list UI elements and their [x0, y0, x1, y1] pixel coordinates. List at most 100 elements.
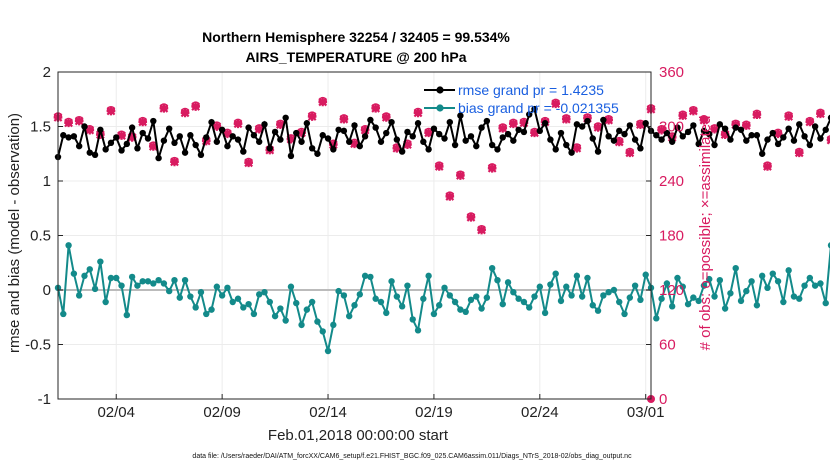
bias-point — [552, 270, 559, 277]
x-tick-label: 03/01 — [627, 404, 665, 421]
rmse-point — [732, 124, 739, 131]
legend-rmse-label: rmse grand pr = 1.4235 — [458, 82, 604, 98]
rmse-point — [674, 124, 681, 131]
bias-point — [361, 272, 369, 280]
legend-bias-label: bias grand pr = -0.021355 — [458, 100, 619, 116]
obs_possible-point — [339, 114, 349, 123]
rmse-point — [150, 117, 157, 125]
bias-point — [398, 303, 406, 310]
bias-point — [213, 283, 221, 290]
obs_assimilated-point — [318, 97, 328, 107]
rmse-point — [361, 133, 369, 140]
bias-point — [234, 295, 242, 302]
bias-point — [383, 309, 390, 317]
bias-point — [679, 283, 686, 290]
rmse-point — [287, 152, 295, 160]
bias-point — [218, 292, 226, 299]
obs_assimilated-point — [498, 123, 508, 133]
legend: rmse grand pr = 1.4235 bias grand pr = -… — [424, 82, 619, 116]
obs_assimilated-point — [159, 103, 169, 113]
rmse-point — [451, 141, 459, 149]
obs_possible-point — [763, 161, 772, 170]
bias-point — [144, 278, 152, 285]
bias-point — [255, 291, 263, 298]
obs_possible-point — [159, 103, 169, 112]
rmse-point — [123, 140, 131, 148]
bias-point — [600, 292, 607, 299]
right-y-tick-label: 360 — [659, 64, 684, 81]
bias-point — [287, 283, 295, 290]
rmse-point — [277, 136, 284, 143]
bias-point — [97, 258, 104, 265]
obs_assimilated-point — [403, 140, 412, 150]
rmse-point — [457, 112, 464, 119]
rmse-point — [81, 123, 88, 130]
obs_assimilated-point — [657, 125, 666, 135]
bias-point — [526, 304, 533, 311]
rmse-point — [700, 127, 708, 135]
obs_assimilated-point — [170, 157, 179, 167]
rmse-point — [319, 132, 326, 139]
rmse-point — [605, 133, 612, 140]
bias-point — [65, 242, 72, 249]
bias-point — [700, 282, 708, 289]
rmse-point — [557, 129, 565, 137]
rmse-point — [526, 111, 533, 118]
obs_assimilated-point — [678, 111, 688, 120]
bias-point — [626, 294, 634, 301]
bias-point — [721, 305, 729, 312]
obs_possible-point — [784, 111, 793, 120]
obs_assimilated-point — [350, 139, 359, 149]
bias-point — [245, 300, 252, 308]
bias-point — [706, 275, 713, 283]
obs_possible-point — [816, 108, 825, 118]
rmse-point — [780, 134, 787, 141]
rmse-point — [721, 125, 729, 132]
bias-point — [621, 310, 628, 318]
bias-point — [181, 276, 189, 284]
obs_possible-point — [307, 111, 317, 120]
obs_assimilated-point — [614, 137, 624, 147]
y-tick-label: 1.5 — [30, 119, 51, 136]
rmse-point — [774, 140, 782, 148]
rmse-point — [531, 105, 538, 113]
obs_assimilated-point — [424, 128, 434, 138]
axis-ticks: -1 -0.5 0 0.5 1 1.5 2 0 60 120 180 240 300 360 02/04 02… — [25, 64, 684, 421]
obs_assimilated-point — [360, 125, 370, 135]
obs_possible-point — [74, 115, 84, 125]
rmse-point — [425, 146, 432, 153]
bias-point — [790, 293, 798, 300]
rmse-point — [102, 146, 109, 153]
rmse-point — [229, 133, 236, 140]
rmse-point — [404, 128, 411, 136]
obs_possible-point — [106, 105, 116, 115]
x-tick-label: 02/04 — [97, 404, 135, 421]
bias-point — [732, 265, 739, 272]
bias-point — [605, 288, 612, 296]
rmse-point — [753, 132, 761, 139]
obs_possible-point — [551, 98, 560, 108]
rmse-point — [324, 135, 332, 142]
rmse-point — [187, 132, 194, 139]
bias-point — [695, 297, 702, 305]
obs_possible-point — [435, 161, 444, 170]
bias-point — [806, 274, 814, 282]
bias-point — [393, 293, 401, 300]
bias-point — [510, 288, 517, 296]
rmse-point — [541, 120, 549, 127]
bias-point — [462, 308, 469, 315]
bias-point — [128, 273, 136, 281]
rmse-point — [398, 148, 406, 155]
rmse-point — [510, 137, 517, 144]
rmse-point — [308, 145, 316, 152]
bias-point — [377, 298, 385, 306]
rmse-point — [97, 126, 104, 133]
bias-point — [822, 299, 829, 307]
bias-point — [483, 294, 491, 301]
bias-point — [123, 311, 131, 319]
bias-point — [764, 284, 771, 292]
bias-point — [642, 271, 649, 278]
bias-point — [616, 298, 623, 306]
rmse-point — [446, 118, 454, 126]
bias-point — [340, 292, 348, 299]
